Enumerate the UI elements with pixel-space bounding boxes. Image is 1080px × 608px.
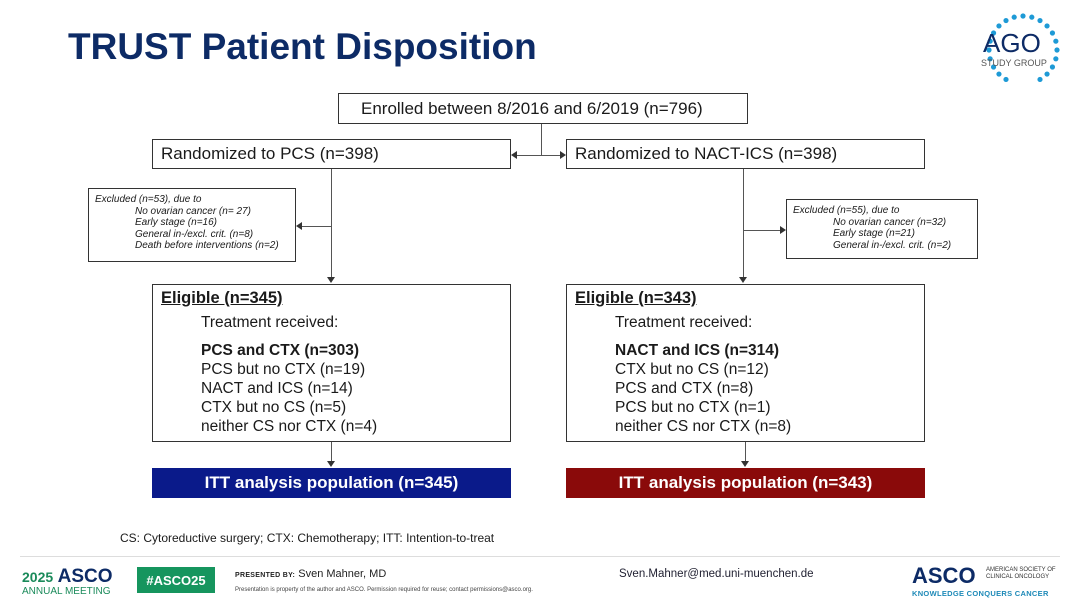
connector bbox=[513, 155, 564, 156]
logo-dot bbox=[1003, 76, 1009, 83]
itt-nact-box: ITT analysis population (n=343) bbox=[566, 468, 925, 498]
arrow-left-icon bbox=[296, 222, 302, 230]
disclaimer: Presentation is property of the author a… bbox=[235, 587, 533, 593]
footer-divider bbox=[20, 556, 1060, 557]
logo-dot bbox=[1003, 17, 1009, 24]
logo-dot bbox=[1049, 64, 1056, 70]
logo-dot bbox=[1044, 71, 1050, 77]
asco-logo: ASCO AMERICAN SOCIETY OF CLINICAL ONCOLO… bbox=[912, 563, 1056, 598]
page-title: TRUST Patient Disposition bbox=[68, 26, 537, 67]
presenter-email: Sven.Mahner@med.uni-muenchen.de bbox=[619, 568, 814, 580]
connector bbox=[541, 124, 542, 155]
asco-annual-meeting-logo: 2025 ASCO ANNUAL MEETING bbox=[22, 566, 113, 597]
connector bbox=[331, 169, 332, 279]
logo-dot bbox=[1020, 13, 1026, 19]
logo-dot bbox=[1037, 17, 1043, 24]
logo-dot bbox=[1037, 76, 1043, 83]
eligible-pcs-box: Eligible (n=345) Treatment received: PCS… bbox=[152, 284, 511, 442]
logo-dot bbox=[986, 47, 992, 53]
presenter: PRESENTED BY: Sven Mahner, MD bbox=[235, 568, 387, 580]
logo-dot bbox=[1011, 14, 1017, 20]
ago-logo: AGO STUDY GROUP bbox=[975, 12, 1063, 88]
eligible-nact-box: Eligible (n=343) Treatment received: NAC… bbox=[566, 284, 925, 442]
arrow-down-icon bbox=[327, 277, 335, 283]
connector bbox=[745, 442, 746, 462]
arrow-down-icon bbox=[739, 277, 747, 283]
logo-dot bbox=[1044, 23, 1050, 29]
connector bbox=[331, 442, 332, 462]
dotted-circle-icon bbox=[986, 13, 1060, 83]
excluded-pcs-box: Excluded (n=53), due to No ovarian cance… bbox=[88, 188, 296, 262]
enrolled-box: Enrolled between 8/2016 and 6/2019 (n=79… bbox=[338, 93, 748, 124]
logo-dot bbox=[1049, 30, 1056, 36]
randomized-pcs-box: Randomized to PCS (n=398) bbox=[152, 139, 511, 169]
logo-dot bbox=[996, 23, 1002, 29]
logo-dot bbox=[990, 64, 997, 70]
arrow-left-icon bbox=[511, 151, 517, 159]
logo-dot bbox=[990, 30, 997, 36]
connector bbox=[300, 226, 331, 227]
arrow-right-icon bbox=[560, 151, 566, 159]
randomized-nact-box: Randomized to NACT-ICS (n=398) bbox=[566, 139, 925, 169]
footnote: CS: Cytoreductive surgery; CTX: Chemothe… bbox=[120, 531, 495, 545]
logo-dot bbox=[996, 71, 1002, 77]
connector bbox=[743, 230, 780, 231]
logo-dot bbox=[1054, 47, 1060, 53]
hashtag-badge: #ASCO25 bbox=[137, 567, 215, 593]
arrow-right-icon bbox=[780, 226, 786, 234]
logo-dot bbox=[987, 38, 993, 44]
itt-pcs-box: ITT analysis population (n=345) bbox=[152, 468, 511, 498]
arrow-down-icon bbox=[327, 461, 335, 467]
excluded-nact-box: Excluded (n=55), due to No ovarian cance… bbox=[786, 199, 978, 259]
logo-dot bbox=[1053, 56, 1059, 62]
connector bbox=[743, 169, 744, 279]
logo-dot bbox=[1029, 14, 1035, 20]
logo-dot bbox=[987, 56, 993, 62]
arrow-down-icon bbox=[741, 461, 749, 467]
logo-dot bbox=[1053, 38, 1059, 44]
